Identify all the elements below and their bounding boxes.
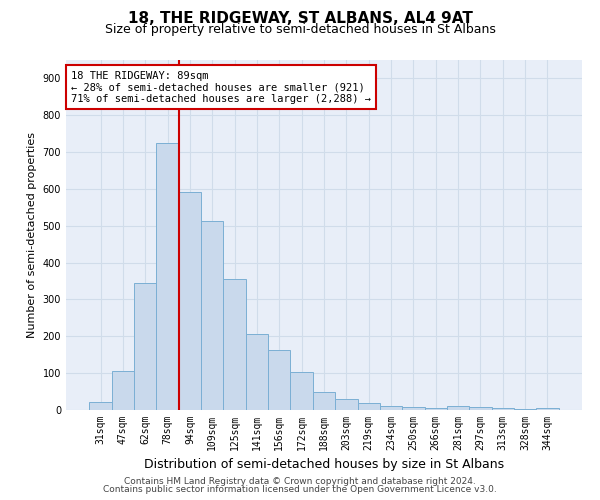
Bar	[201, 221, 223, 410]
Bar	[514, 408, 536, 410]
Bar	[380, 406, 402, 410]
Bar	[89, 402, 112, 410]
Text: 18, THE RIDGEWAY, ST ALBANS, AL4 9AT: 18, THE RIDGEWAY, ST ALBANS, AL4 9AT	[128, 11, 472, 26]
Text: Contains public sector information licensed under the Open Government Licence v3: Contains public sector information licen…	[103, 485, 497, 494]
Bar	[157, 143, 179, 410]
Bar	[134, 283, 157, 410]
Bar	[268, 350, 290, 410]
Text: Size of property relative to semi-detached houses in St Albans: Size of property relative to semi-detach…	[104, 22, 496, 36]
Y-axis label: Number of semi-detached properties: Number of semi-detached properties	[27, 132, 37, 338]
Bar	[179, 192, 201, 410]
Bar	[447, 406, 469, 410]
X-axis label: Distribution of semi-detached houses by size in St Albans: Distribution of semi-detached houses by …	[144, 458, 504, 471]
Bar	[425, 408, 447, 410]
Bar	[335, 399, 358, 410]
Bar	[290, 372, 313, 410]
Bar	[246, 334, 268, 410]
Bar	[223, 279, 246, 410]
Text: 18 THE RIDGEWAY: 89sqm
← 28% of semi-detached houses are smaller (921)
71% of se: 18 THE RIDGEWAY: 89sqm ← 28% of semi-det…	[71, 70, 371, 104]
Bar	[536, 408, 559, 410]
Bar	[469, 407, 491, 410]
Text: Contains HM Land Registry data © Crown copyright and database right 2024.: Contains HM Land Registry data © Crown c…	[124, 477, 476, 486]
Bar	[491, 408, 514, 410]
Bar	[112, 370, 134, 410]
Bar	[402, 407, 425, 410]
Bar	[313, 392, 335, 410]
Bar	[358, 404, 380, 410]
